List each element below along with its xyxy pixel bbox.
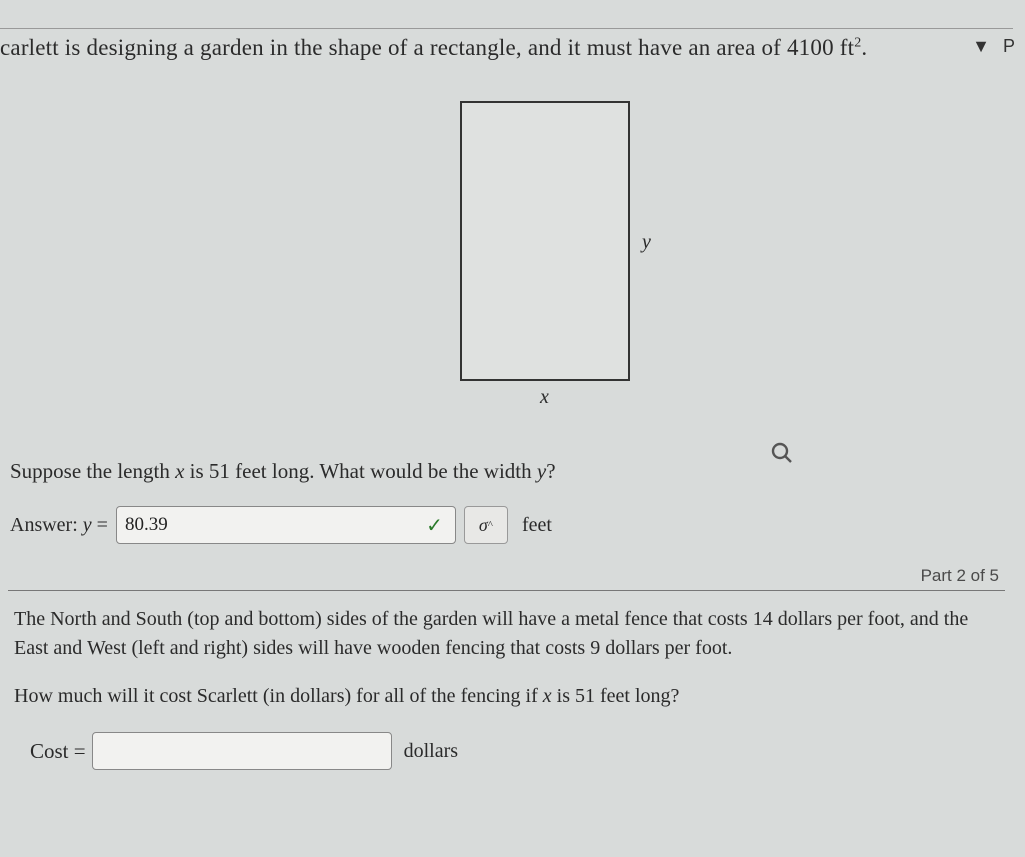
sigma-symbol: σ xyxy=(479,515,488,536)
dropdown-icon[interactable]: ▼ xyxy=(972,36,990,56)
cost-label: Cost = xyxy=(30,739,86,764)
divider-top xyxy=(0,28,1013,29)
diagram-label-x: x xyxy=(540,386,549,409)
garden-rectangle xyxy=(460,101,630,381)
diagram-region: y x xyxy=(0,71,1013,431)
q1-after: ? xyxy=(546,459,555,483)
ans1-eq: = xyxy=(92,514,108,536)
math-symbol-button[interactable]: σ^ xyxy=(464,506,508,544)
q1-before: Suppose the length xyxy=(10,459,175,483)
part2-question: How much will it cost Scarlett (in dolla… xyxy=(14,685,999,708)
part2-statement: The North and South (top and bottom) sid… xyxy=(14,605,999,663)
answer-1-label: Answer: y = xyxy=(10,514,108,537)
intro-suffix: . xyxy=(861,35,867,60)
part-indicator: Part 2 of 5 xyxy=(0,566,999,586)
p2q-var: x xyxy=(543,685,552,707)
answer-1-input[interactable] xyxy=(125,514,426,536)
q1-var-x: x xyxy=(175,459,184,483)
intro-prefix: carlett is designing a garden in the sha… xyxy=(0,35,787,60)
p-indicator: P xyxy=(1003,36,1015,56)
sigma-sup: ^ xyxy=(488,519,493,531)
question-1: Suppose the length x is 51 feet long. Wh… xyxy=(10,459,1013,484)
check-icon: ✓ xyxy=(426,513,443,538)
cost-input[interactable] xyxy=(101,740,383,762)
area-value: 4100 xyxy=(787,35,834,60)
ans1-prefix: Answer: xyxy=(10,514,83,536)
divider-mid xyxy=(8,590,1005,591)
ans1-var: y xyxy=(83,514,92,536)
answer-1-row: Answer: y = ✓ σ^ feet xyxy=(10,506,1013,544)
cost-row: Cost = dollars xyxy=(30,732,1013,770)
diagram-label-y: y xyxy=(642,231,651,254)
cost-input-wrap[interactable] xyxy=(92,732,392,770)
q1-var-y: y xyxy=(537,459,546,483)
problem-statement: carlett is designing a garden in the sha… xyxy=(0,35,1013,61)
q1-mid: is 51 feet long. What would be the width xyxy=(184,459,536,483)
area-unit-base: ft xyxy=(840,35,854,60)
answer-1-unit: feet xyxy=(522,514,552,537)
p2q-after: is 51 feet long? xyxy=(552,685,680,707)
magnify-icon[interactable] xyxy=(770,441,794,470)
answer-1-input-wrap[interactable]: ✓ xyxy=(116,506,456,544)
cost-unit: dollars xyxy=(404,740,458,763)
p2q-before: How much will it cost Scarlett (in dolla… xyxy=(14,685,543,707)
